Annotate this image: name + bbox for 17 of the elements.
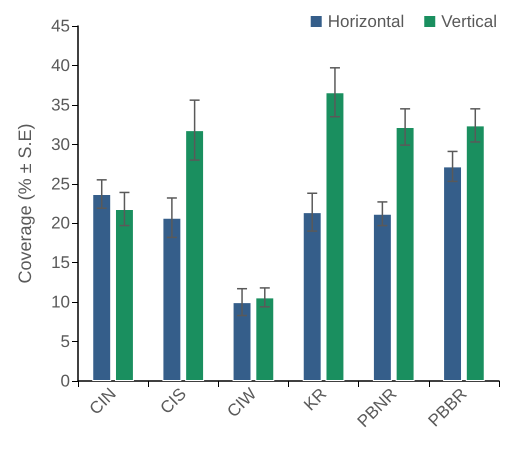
y-tick-label: 10 [51, 292, 70, 312]
x-tick-label: CIS [156, 384, 190, 418]
y-tick-label: 0 [60, 372, 70, 390]
legend-label: Vertical [441, 12, 497, 31]
y-tick-label: 45 [51, 16, 70, 36]
y-tick-label: 15 [51, 253, 70, 272]
x-tick-label: CIW [223, 384, 260, 422]
y-axis-title: Coverage (% ± S.E) [15, 124, 35, 284]
y-tick-label: 25 [51, 174, 70, 194]
x-tick-label: KR [300, 384, 330, 414]
y-tick-label: 30 [51, 134, 70, 154]
y-tick-label: 40 [51, 56, 70, 75]
legend-label: Horizontal [328, 12, 404, 31]
y-tick-label: 5 [60, 332, 70, 352]
x-tick-label: CIN [86, 384, 120, 418]
y-tick-label: 35 [51, 95, 70, 114]
y-tick-label: 20 [51, 214, 70, 233]
